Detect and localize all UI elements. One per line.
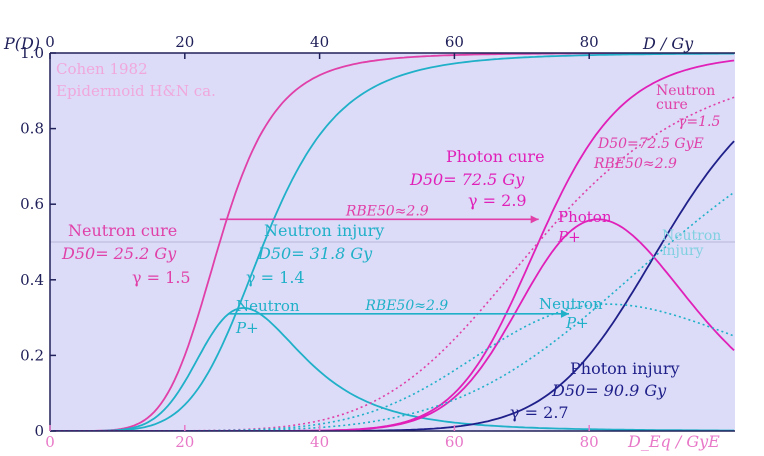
neutron-cure-gamma: γ = 1.5 [132,268,191,287]
series-line-neutron-p- [53,307,735,431]
neutron-scaled-injury-title1: Neutron [662,228,721,244]
series-line-neutron-cure-scaled-rbe-2-9- [53,96,735,431]
neutron-injury-title: Neutron injury [264,221,384,240]
rbe-arrow-head [560,309,569,318]
series-line-photon-p- [53,218,735,431]
neutron-scaled-cure-title2: cure [656,97,688,113]
x-bottom-tick-label: 20 [175,433,194,451]
y-ticks-group: 0 0.2 0.4 0.6 0.8 1.0 [20,44,56,440]
neutron-scaled-cure-title1: Neutron [656,83,715,99]
photon-cure-d50: D50= 72.5 Gy [409,170,525,189]
neutron-scaled-cure-d50: D50=72.5 GyE [597,136,704,152]
photon-pplus-title: Photon [558,208,612,226]
x-top-tick-label: 40 [310,33,329,51]
neutron-scaled-cure-gamma: γ=1.5 [678,114,720,130]
neutron-injury-d50: D50= 31.8 Gy [257,244,373,263]
curves-group [53,53,735,431]
y-tick-label: 0.4 [20,271,44,289]
y-tick-label: 1.0 [20,44,44,62]
rbe-arrow-label: RBE50≈2.9 [345,203,429,219]
x-bottom-tick-label: 60 [445,433,464,451]
x-top-tick-label: 20 [175,33,194,51]
photon-injury-gamma: γ = 2.7 [510,403,569,422]
neutron-cure-title: Neutron cure [68,221,177,240]
y-tick-label: 0.6 [20,195,44,213]
photon-injury-title: Photon injury [570,359,680,378]
x-bottom-tick-label: 80 [580,433,599,451]
rbe-arrows-group: RBE50≈2.9 RBE50≈2.9 [219,203,569,318]
rbe-arrow-label: RBE50≈2.9 [364,298,448,314]
neutron-cure-d50: D50= 25.2 Gy [61,244,177,263]
y-tick-label: 0 [34,422,44,440]
x-bottom-axis-label: D_Eq / GyE [627,432,720,451]
photon-injury-d50: D50= 90.9 Gy [551,381,667,400]
neutron-scaled-pplus-title: Neutron [539,295,603,313]
y-tick-label: 0.8 [20,120,44,138]
x-bottom-ticks-group: 0 20 40 60 80 [45,425,599,451]
neutron-scaled-cure-rbe: RBE50≈2.9 [593,156,677,172]
x-top-tick-label: 60 [445,33,464,51]
photon-cure-gamma: γ = 2.9 [468,191,527,210]
photon-pplus-sub: P+ [557,228,581,246]
series-line-neutron-injury-scaled-rbe-2-9- [53,191,735,431]
y-axis-label: P(D) [3,34,40,53]
source-label-line1: Cohen 1982 [56,60,148,78]
series-line-neutron-injury [53,53,735,431]
neutron-pplus-title: Neutron [236,297,300,315]
x-top-axis-label: D / Gy [642,34,694,53]
x-bottom-tick-label: 40 [310,433,329,451]
series-line-neutron-p-scaled-rbe-2-9- [53,303,735,431]
rbe-arrow-head [530,215,539,224]
neutron-injury-gamma: γ = 1.4 [246,268,305,287]
photon-cure-title: Photon cure [446,147,545,166]
neutron-scaled-injury-title2: injury [662,243,704,259]
x-top-ticks-group: 0 20 40 60 80 [45,33,599,59]
neutron-pplus-sub: P+ [235,319,259,337]
neutron-scaled-pplus-sub: P+ [565,314,589,332]
x-bottom-tick-label: 0 [45,433,55,451]
source-label-line2: Epidermoid H&N ca. [56,82,216,100]
x-top-tick-label: 0 [45,33,55,51]
y-tick-label: 0.2 [20,346,44,364]
x-top-tick-label: 80 [580,33,599,51]
